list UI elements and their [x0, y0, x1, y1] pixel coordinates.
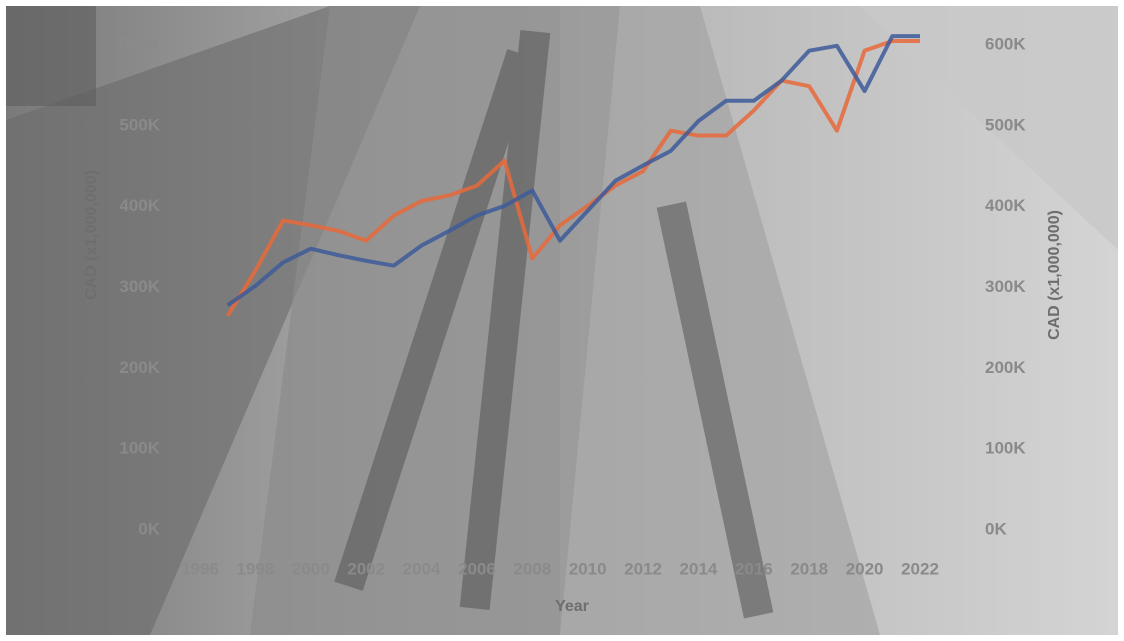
- x-tick-label: 2022: [901, 559, 939, 578]
- x-tick-label: 2006: [458, 559, 496, 578]
- y-tick-label: 100K: [119, 439, 160, 458]
- background-photo: [6, 6, 1118, 635]
- y2-tick-label: 0K: [985, 519, 1007, 538]
- x-tick-label: 1996: [181, 559, 219, 578]
- y2-tick-label: 200K: [985, 358, 1026, 377]
- x-tick-label: 2004: [403, 559, 441, 578]
- x-tick-label: 2016: [735, 559, 773, 578]
- y2-tick-label: 400K: [985, 196, 1026, 215]
- page: Year CAD (x1,000,000) CAD (x1,000,000) 0…: [0, 0, 1124, 641]
- y-axis-title: CAD (x1,000,000): [83, 170, 100, 300]
- x-axis-title: Year: [555, 598, 589, 615]
- x-tick-label: 2014: [680, 559, 718, 578]
- chart: Year CAD (x1,000,000) CAD (x1,000,000) 0…: [0, 0, 1124, 641]
- x-tick-label: 1998: [236, 559, 274, 578]
- y2-tick-label: 500K: [985, 115, 1026, 134]
- y-tick-label: 200K: [119, 358, 160, 377]
- x-tick-label: 2008: [513, 559, 551, 578]
- y-tick-label: 600K: [119, 34, 160, 53]
- x-tick-label: 2000: [292, 559, 330, 578]
- y-tick-label: 400K: [119, 196, 160, 215]
- y2-tick-label: 600K: [985, 34, 1026, 53]
- x-tick-label: 2018: [790, 559, 828, 578]
- y-tick-label: 300K: [119, 277, 160, 296]
- x-tick-label: 2002: [347, 559, 385, 578]
- y2-axis-title: CAD (x1,000,000): [1046, 210, 1063, 340]
- y-tick-label: 0K: [138, 519, 160, 538]
- x-tick-label: 2010: [569, 559, 607, 578]
- y2-tick-label: 100K: [985, 439, 1026, 458]
- x-tick-label: 2012: [624, 559, 662, 578]
- x-tick-label: 2020: [846, 559, 884, 578]
- y2-tick-label: 300K: [985, 277, 1026, 296]
- y-tick-label: 500K: [119, 115, 160, 134]
